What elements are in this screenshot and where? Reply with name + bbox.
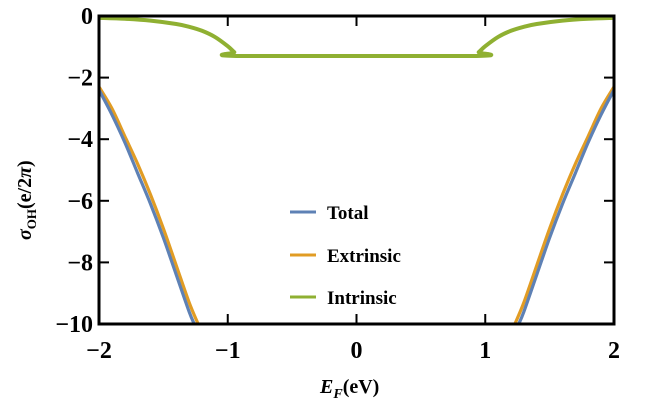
y-tick-label: −10 bbox=[55, 312, 93, 338]
legend-label-intrinsic: Intrinsic bbox=[327, 288, 397, 309]
y-tick-label: −4 bbox=[67, 127, 93, 153]
series-line-intrinsic-1 bbox=[99, 16, 614, 59]
y-axis-label-pi: π bbox=[14, 166, 36, 178]
series-line-total-1 bbox=[99, 89, 196, 324]
legend-label-extrinsic: Extrinsic bbox=[327, 246, 401, 267]
x-tick-label: 2 bbox=[608, 338, 620, 364]
tick-layer: −2 −1 0 1 20−2−4−6−8−10 bbox=[55, 4, 620, 364]
x-axis-label-unit: (eV) bbox=[343, 376, 380, 398]
x-axis-label-sub: F bbox=[332, 387, 343, 402]
series-layer bbox=[99, 16, 614, 324]
x-tick-label: 1 bbox=[479, 338, 491, 364]
x-axis-label: EF(eV) bbox=[319, 376, 379, 402]
series-line-total-2 bbox=[517, 89, 614, 324]
y-axis-label-main: σ bbox=[14, 228, 36, 240]
x-tick-label: −2 bbox=[86, 338, 112, 364]
x-axis-label-main: E bbox=[319, 376, 333, 398]
y-tick-label: −8 bbox=[67, 250, 93, 276]
y-tick-label: −6 bbox=[67, 189, 93, 215]
legend-label-total: Total bbox=[327, 203, 369, 224]
series-line-extrinsic-1 bbox=[99, 86, 200, 324]
x-tick-label: 0 bbox=[351, 338, 363, 364]
y-tick-label: 0 bbox=[81, 4, 93, 30]
y-axis-label-close: ) bbox=[14, 160, 36, 167]
series-line-extrinsic-2 bbox=[513, 86, 614, 324]
x-tick-label: −1 bbox=[215, 338, 241, 364]
legend: Total Extrinsic Intrinsic bbox=[290, 203, 401, 309]
y-axis-label: σOH(e/2π) bbox=[14, 160, 39, 240]
y-axis-label-sub: OH bbox=[24, 209, 39, 229]
y-tick-label: −2 bbox=[67, 66, 93, 92]
y-axis-label-unit: (e/2 bbox=[14, 178, 36, 209]
